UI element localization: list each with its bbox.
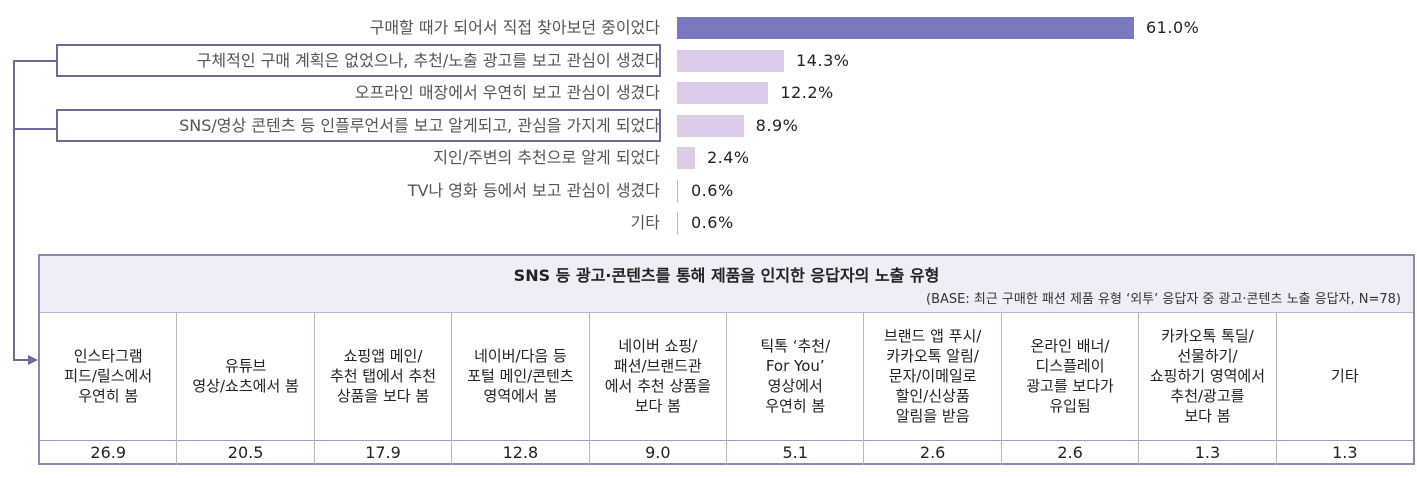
table-value-row: 26.9 20.5 17.9 12.8 9.0 5.1 2.6 2.6 1.3 1.3 — [40, 440, 1413, 465]
table-base-note: (BASE: 최근 구매한 패션 제품 유형 ‘외투’ 응답자 중 광고·콘텐츠… — [926, 292, 1401, 307]
table-column-header: 브랜드 앱 푸시/ 카카오톡 알림/ 문자/이메일로 할인/신상품 알림을 받음 — [864, 312, 1002, 440]
bar-category-label: 지인/주변의 추천으로 알게 되었다 — [433, 148, 660, 167]
bar-category-label: 구체적인 구매 계획은 없었으나, 추천/노출 광고를 보고 관심이 생겼다 — [196, 50, 660, 70]
bar-value-label: 0.6% — [691, 180, 734, 200]
bar-value-label: 61.0% — [1146, 18, 1200, 37]
bar-category-label: 구매할 때가 되어서 직접 찾아보던 중이었다 — [369, 18, 660, 37]
table-cell-value: 1.3 — [1139, 440, 1277, 465]
table-cell-value: 17.9 — [315, 440, 453, 465]
table-cell-value: 26.9 — [40, 440, 178, 465]
table-cell-value: 1.3 — [1332, 443, 1358, 462]
table-column-header: 유튜브 영상/쇼츠에서 봄 — [177, 312, 315, 440]
table-column-header: 기타 — [1331, 367, 1359, 385]
bar-value-label: 14.3% — [796, 50, 850, 70]
table-cell-value: 5.1 — [727, 440, 865, 465]
arrow-head-icon — [28, 355, 38, 365]
exposure-type-table: SNS 등 광고·콘텐츠를 통해 제품을 인지한 응답자의 노출 유형 (BAS… — [38, 254, 1415, 465]
table-cell-value: 12.8 — [452, 440, 590, 465]
bar-category-label: 오프라인 매장에서 우연히 보고 관심이 생겼다 — [354, 83, 660, 102]
bar-value-label: 2.4% — [706, 148, 750, 167]
bar-category-label: TV나 영화 등에서 보고 관심이 생겼다 — [407, 180, 660, 200]
bar-value-label: 0.6% — [691, 213, 734, 232]
highlight-box — [56, 108, 661, 142]
table-column-header: 쇼핑앱 메인/ 추천 탭에서 추천 상품을 보다 봄 — [315, 312, 453, 440]
bar — [677, 49, 785, 72]
table-column-header: 네이버 쇼핑/ 패션/브랜드관 에서 추천 상품을 보다 봄 — [590, 312, 728, 440]
connector-line — [13, 60, 56, 361]
bar — [677, 82, 769, 104]
table-cell-value: 2.6 — [1002, 440, 1140, 465]
table-column-header: 카카오톡 톡딜/ 선물하기/ 쇼핑하기 영역에서 추천/광고를 보다 봄 — [1139, 312, 1277, 440]
bar — [677, 212, 678, 234]
bar-category-label: SNS/영상 콘텐츠 등 인플루언서를 보고 알게되고, 관심을 가지게 되었다 — [179, 115, 660, 135]
bar-chart: 구매할 때가 되어서 직접 찾아보던 중이었다 61.0% 구체적인 구매 계획은 … — [56, 17, 1200, 234]
bar — [677, 147, 695, 169]
table-column-header: 틱톡 ‘추천/ For You’ 영상에서 우연히 봄 — [727, 312, 865, 440]
table-cell-value: 20.5 — [177, 440, 315, 465]
table-column-header: 인스타그램 피드/릴스에서 우연히 봄 — [40, 312, 178, 440]
table-column-header: 네이버/다음 등 포털 메인/콘텐츠 영역에서 봄 — [452, 312, 590, 440]
table-category-row: 인스타그램 피드/릴스에서 우연히 봄 유튜브 영상/쇼츠에서 봄 쇼핑앱 메인/ … — [40, 312, 1413, 441]
bar-value-label: 8.9% — [755, 115, 799, 135]
bar — [677, 114, 744, 137]
table-header: SNS 등 광고·콘텐츠를 통해 제품을 인지한 응답자의 노출 유형 (BAS… — [40, 256, 1413, 313]
bar — [677, 17, 1134, 39]
bar — [677, 179, 678, 202]
bar-category-label: 기타 — [630, 213, 660, 232]
highlight-box — [56, 43, 661, 77]
table-column-header: 온라인 배너/ 디스플레이 광고를 보다가 유입됨 — [1002, 312, 1140, 440]
bar-value-label: 12.2% — [780, 83, 834, 102]
table-cell-value: 2.6 — [864, 440, 1002, 465]
table-title: SNS 등 광고·콘텐츠를 통해 제품을 인지한 응답자의 노출 유형 — [513, 266, 940, 285]
table-cell-value: 9.0 — [590, 440, 728, 465]
